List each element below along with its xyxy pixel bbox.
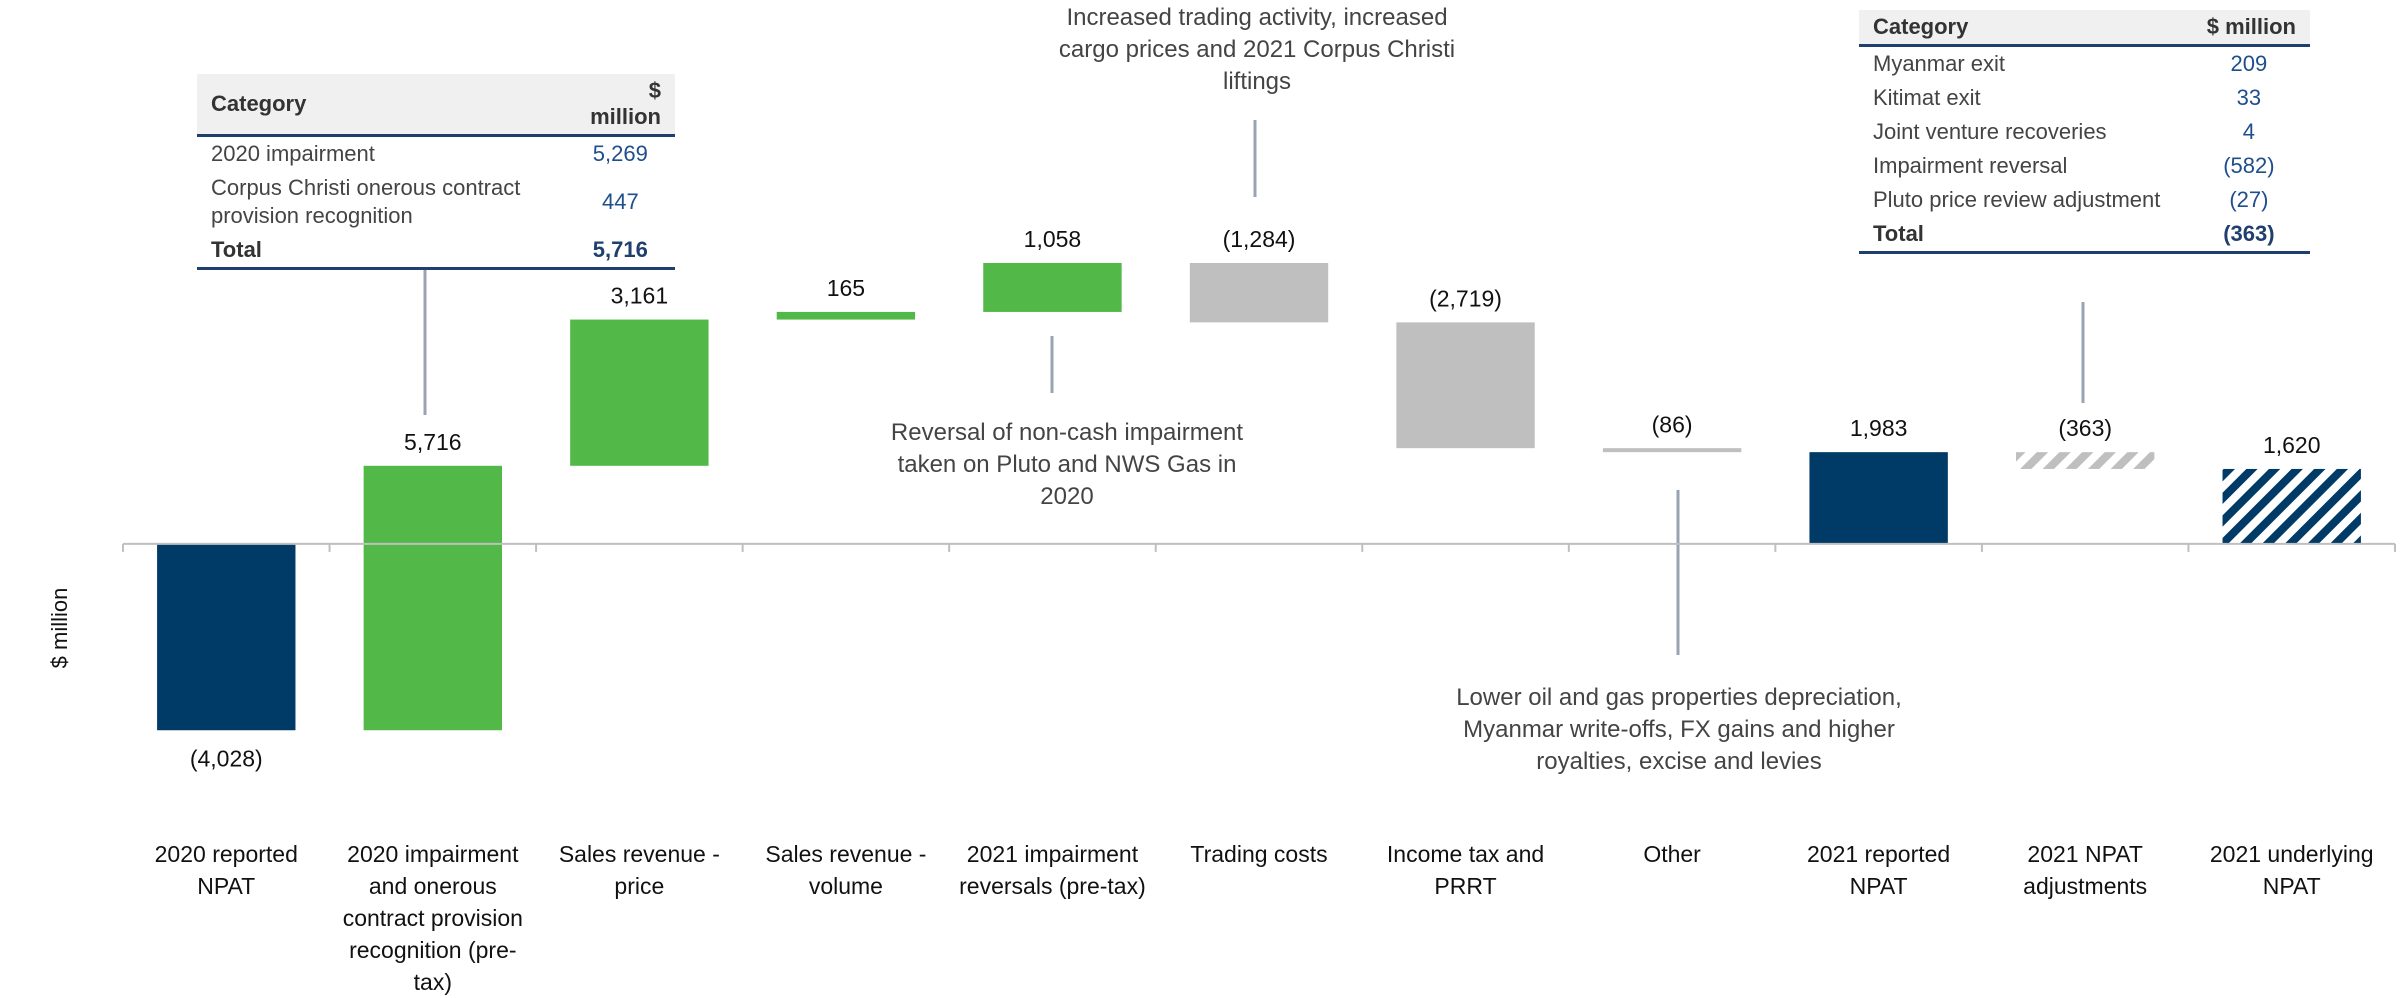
table-row: 2020 impairment 5,269 — [197, 136, 675, 172]
table-value: 4 — [2242, 119, 2255, 144]
table-category: Total — [197, 233, 566, 270]
table-category: Kitimat exit — [1873, 85, 1981, 110]
annotation: Increased trading activity, increased ca… — [1058, 4, 1456, 95]
x-tick-label: 2021 reported NPAT — [1807, 841, 1951, 899]
column-header: $ million — [565, 74, 675, 137]
table-category: Pluto price review adjustment — [1873, 187, 2161, 212]
x-tick-label: Income tax and PRRT — [1386, 841, 1545, 899]
x-tick-label: 2020 impairment and onerous contract pro… — [342, 841, 523, 995]
y-axis-label: $ million — [47, 587, 72, 669]
table-category: Impairment reversal — [1873, 153, 2068, 178]
table-category: Myanmar exit — [1873, 51, 2006, 76]
table-row: Joint venture recoveries 4 — [1859, 115, 2310, 149]
bar — [2222, 468, 2361, 544]
bar — [1809, 452, 1948, 544]
value-label: (363) — [2058, 415, 2112, 441]
table-value: 33 — [2236, 85, 2262, 110]
annotation: Lower oil and gas properties depreciatio… — [1456, 684, 1902, 775]
table-header: Category $ million — [197, 74, 675, 137]
bar — [2015, 452, 2155, 469]
summary-table: Category $ million Myanmar exit 209 Kitimat … — [1859, 10, 2310, 254]
bar — [570, 319, 709, 466]
x-tick-label: 2021 underlying NPAT — [2209, 841, 2374, 899]
bar — [1189, 262, 1329, 323]
value-label: 1,620 — [2263, 432, 2321, 458]
table-value: 5,269 — [592, 141, 648, 166]
bar — [363, 465, 503, 731]
table-row: Impairment reversal (582) — [1859, 149, 2310, 183]
x-tick-label: 2021 impairment reversals (pre-tax) — [959, 841, 1146, 899]
x-tick-label: Trading costs — [1190, 841, 1328, 867]
table-row: Myanmar exit 209 — [1859, 46, 2310, 82]
table-row: Corpus Christi onerous contract provisio… — [197, 171, 675, 233]
value-label: (4,028) — [190, 745, 263, 771]
value-label: 1,983 — [1850, 415, 1908, 441]
table-category: Corpus Christi onerous contract provisio… — [211, 175, 521, 228]
table-row: Kitimat exit 33 — [1859, 81, 2310, 115]
table-value: (363) — [2187, 217, 2310, 254]
value-label: (1,284) — [1223, 226, 1296, 252]
table-value: (582) — [2223, 153, 2275, 178]
value-label: (86) — [1652, 411, 1693, 437]
bar — [1602, 448, 1742, 453]
x-tick-label: 2021 NPAT adjustments — [2023, 841, 2148, 899]
table-value: 5,716 — [565, 233, 675, 270]
table-value: (27) — [2229, 187, 2269, 212]
table-total-row: Total 5,716 — [197, 233, 675, 270]
bar — [1396, 322, 1535, 449]
table-total-row: Total (363) — [1859, 217, 2310, 254]
table-category: Total — [1859, 217, 2188, 254]
annotation: Reversal of non-cash impairment taken on… — [890, 419, 1244, 510]
table-category: Joint venture recoveries — [1873, 119, 2107, 144]
x-tick-label: 2020 reported NPAT — [154, 841, 298, 899]
table-header: Category $ million — [1859, 10, 2310, 47]
x-tick-label: Sales revenue - volume — [765, 841, 927, 899]
bar — [157, 543, 296, 731]
column-header: Category — [1859, 10, 2188, 47]
table-row: Pluto price review adjustment (27) — [1859, 183, 2310, 217]
value-label: (2,719) — [1429, 285, 1502, 311]
table-value: 447 — [601, 189, 639, 214]
bar — [983, 262, 1122, 312]
table-value: 209 — [2230, 51, 2268, 76]
table-category: 2020 impairment — [211, 141, 375, 166]
value-label: 165 — [827, 275, 865, 301]
x-tick-label: Other — [1643, 841, 1701, 867]
value-label: 3,161 — [611, 283, 669, 309]
column-header: Category — [197, 74, 566, 137]
bar — [776, 311, 916, 320]
value-label: 1,058 — [1024, 226, 1082, 252]
x-tick-label: Sales revenue - price — [558, 841, 720, 899]
summary-table: Category $ million 2020 impairment 5,269 Cor… — [197, 74, 675, 270]
column-header: $ million — [2187, 10, 2310, 47]
value-label: 5,716 — [404, 429, 462, 455]
